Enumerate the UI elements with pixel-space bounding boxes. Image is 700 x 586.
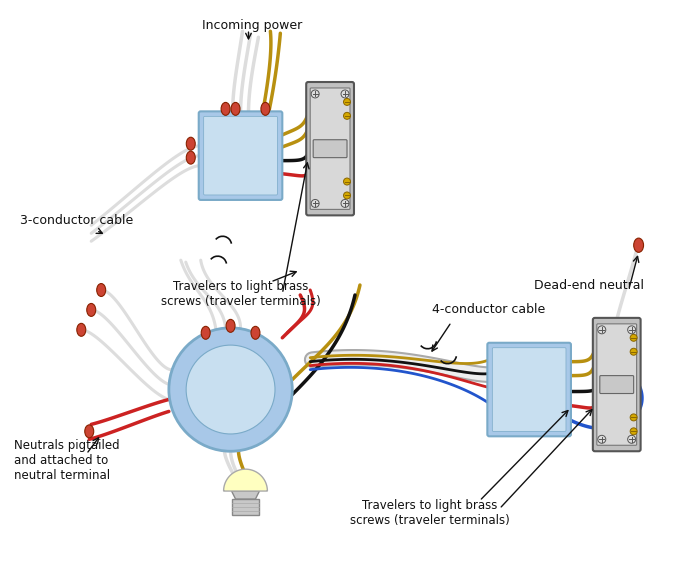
Ellipse shape xyxy=(97,284,106,297)
Circle shape xyxy=(628,435,636,443)
Circle shape xyxy=(344,178,351,185)
FancyBboxPatch shape xyxy=(313,139,347,158)
FancyBboxPatch shape xyxy=(600,376,634,394)
Text: 4-conductor cable: 4-conductor cable xyxy=(432,304,545,316)
Circle shape xyxy=(344,192,351,199)
Ellipse shape xyxy=(186,137,195,150)
Circle shape xyxy=(630,348,637,355)
Circle shape xyxy=(341,199,349,207)
Ellipse shape xyxy=(85,425,94,438)
Circle shape xyxy=(341,90,349,98)
Circle shape xyxy=(630,334,637,341)
Circle shape xyxy=(312,90,319,98)
Circle shape xyxy=(628,326,636,334)
Circle shape xyxy=(169,328,293,451)
Polygon shape xyxy=(232,491,260,499)
Circle shape xyxy=(186,345,275,434)
Circle shape xyxy=(344,98,351,105)
Text: 3-conductor cable: 3-conductor cable xyxy=(20,214,133,227)
Ellipse shape xyxy=(77,323,86,336)
FancyBboxPatch shape xyxy=(487,343,571,437)
Ellipse shape xyxy=(201,326,210,339)
Ellipse shape xyxy=(87,304,96,316)
Text: Travelers to light brass
screws (traveler terminals): Travelers to light brass screws (travele… xyxy=(160,280,321,308)
Ellipse shape xyxy=(231,103,240,115)
Circle shape xyxy=(344,113,351,120)
Bar xyxy=(232,499,260,515)
Ellipse shape xyxy=(251,326,260,339)
Ellipse shape xyxy=(634,238,643,253)
Circle shape xyxy=(630,428,637,435)
Polygon shape xyxy=(223,469,267,491)
Text: Dead-end neutral: Dead-end neutral xyxy=(533,278,643,292)
Text: Travelers to light brass
screws (traveler terminals): Travelers to light brass screws (travele… xyxy=(350,499,510,527)
Circle shape xyxy=(598,326,606,334)
Circle shape xyxy=(598,435,606,443)
FancyBboxPatch shape xyxy=(306,82,354,216)
FancyBboxPatch shape xyxy=(204,117,277,195)
FancyBboxPatch shape xyxy=(492,347,566,431)
Ellipse shape xyxy=(221,103,230,115)
Circle shape xyxy=(630,414,637,421)
Circle shape xyxy=(312,199,319,207)
FancyBboxPatch shape xyxy=(593,318,640,451)
Text: Neutrals pigtailed
and attached to
neutral terminal: Neutrals pigtailed and attached to neutr… xyxy=(13,440,119,482)
FancyBboxPatch shape xyxy=(310,88,350,209)
Ellipse shape xyxy=(226,319,235,332)
Text: Incoming power: Incoming power xyxy=(202,19,302,32)
FancyBboxPatch shape xyxy=(199,111,282,200)
Ellipse shape xyxy=(261,103,270,115)
Ellipse shape xyxy=(186,151,195,164)
FancyBboxPatch shape xyxy=(597,324,636,445)
